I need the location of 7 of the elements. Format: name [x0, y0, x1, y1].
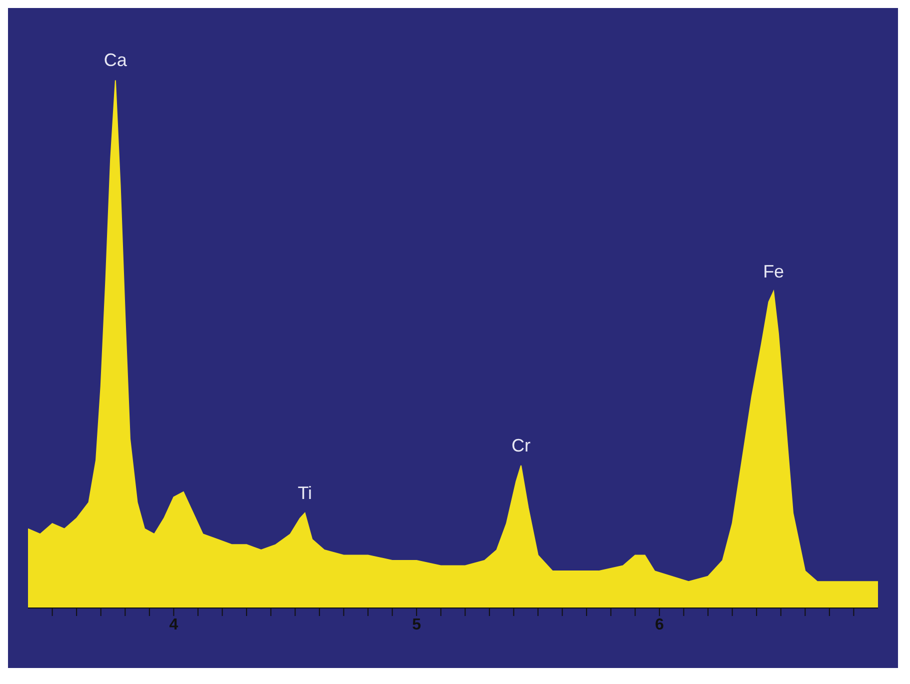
annotation: Cr [512, 436, 530, 456]
annotation: Ti [298, 483, 312, 503]
annotation: Fe [763, 261, 784, 282]
annotation: Ca [104, 50, 128, 70]
x-tick-label: 6 [654, 616, 664, 634]
x-tick-label: 4 [169, 616, 178, 634]
x-tick-label: 5 [412, 616, 422, 634]
